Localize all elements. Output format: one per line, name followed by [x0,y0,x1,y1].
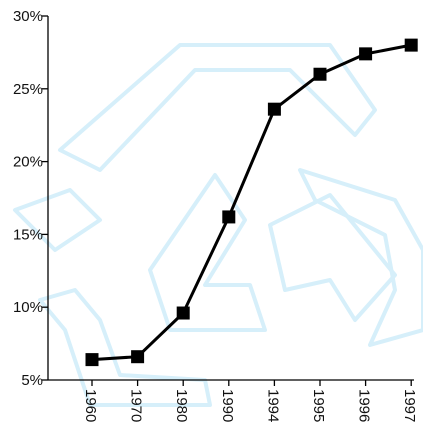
watermark-shape [298,168,423,347]
data-point-marker [222,210,236,224]
y-tick-label: 30% [13,8,43,25]
data-point-marker [176,306,190,320]
x-tick-label: 1970 [128,389,145,422]
x-tick-label: 1980 [173,389,190,422]
x-tick-label: 1996 [356,389,373,422]
watermark-shape [268,193,397,322]
data-point-marker [85,353,99,367]
watermark-shape [148,173,267,332]
data-point-marker [313,67,327,81]
axes [47,16,414,381]
recycle-watermark-icon [13,43,423,407]
data-point-marker [404,38,418,52]
series-markers [85,38,418,367]
x-tick-label: 1995 [310,389,327,422]
y-tick-label: 10% [13,299,43,316]
watermark-shape [58,43,377,172]
data-point-marker [359,47,373,61]
x-tick-label: 1960 [82,389,99,422]
x-tick-label: 1994 [264,389,281,422]
y-tick-label: 20% [13,154,43,171]
x-axis-ticks: 1960 1970 1980 1990 1994 1995 1996 1997 [82,380,418,422]
watermark-shape [13,188,102,252]
x-tick-label: 1990 [219,389,236,422]
series-line [91,43,412,362]
y-tick-label: 5% [21,372,43,389]
x-tick-label: 1997 [401,389,418,422]
data-point-marker [131,350,145,364]
y-tick-label: 25% [13,81,43,98]
data-point-marker [267,102,281,116]
y-axis-ticks: 5% 10% 15% 20% 25% 30% [13,8,48,389]
y-tick-label: 15% [13,226,43,243]
